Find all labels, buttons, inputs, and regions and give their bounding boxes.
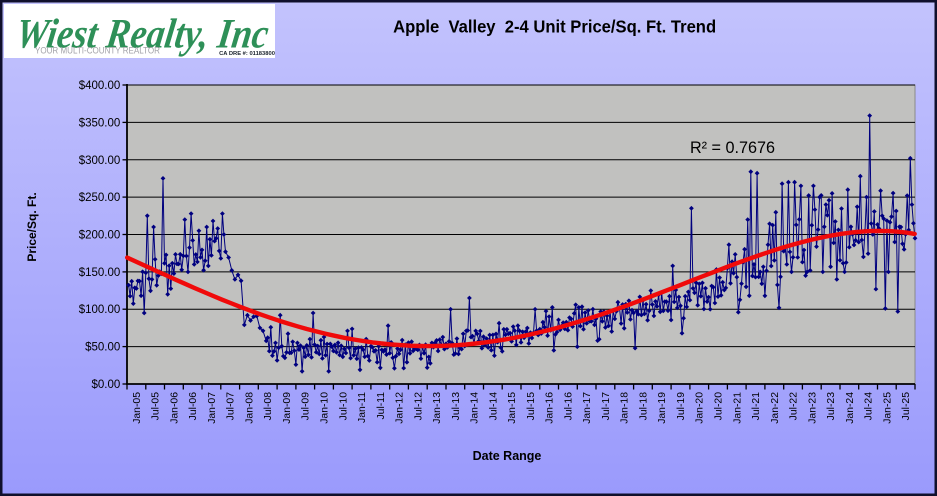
svg-text:$100.00: $100.00	[79, 304, 121, 316]
svg-text:Jan-11: Jan-11	[357, 392, 368, 423]
svg-text:Date Range: Date Range	[473, 449, 542, 463]
svg-text:Jul-12: Jul-12	[413, 392, 424, 421]
svg-text:$200.00: $200.00	[79, 230, 121, 242]
svg-text:$300.00: $300.00	[79, 155, 121, 167]
svg-text:Jul-16: Jul-16	[563, 392, 574, 421]
svg-text:CA DRE #: 01183800: CA DRE #: 01183800	[219, 51, 275, 57]
svg-text:Price/Sq. Ft.: Price/Sq. Ft.	[25, 192, 39, 261]
svg-text:Jan-23: Jan-23	[807, 392, 818, 424]
svg-text:Jul-23: Jul-23	[826, 392, 837, 421]
svg-text:Jan-09: Jan-09	[282, 392, 293, 424]
svg-text:Jul-06: Jul-06	[188, 392, 199, 421]
svg-text:Jan-21: Jan-21	[732, 392, 743, 424]
svg-text:Jul-18: Jul-18	[639, 392, 650, 421]
svg-text:Jan-07: Jan-07	[207, 392, 218, 424]
svg-text:Jul-17: Jul-17	[601, 392, 612, 421]
svg-text:Jan-06: Jan-06	[169, 392, 180, 424]
svg-text:Jan-14: Jan-14	[470, 392, 481, 424]
svg-text:YOUR MULTI-COUNTY REALTOR: YOUR MULTI-COUNTY REALTOR	[35, 46, 160, 56]
svg-text:$50.00: $50.00	[85, 342, 120, 354]
svg-text:Jan-12: Jan-12	[395, 392, 406, 424]
svg-text:R² = 0.7676: R² = 0.7676	[690, 139, 775, 157]
svg-text:Jul-07: Jul-07	[226, 392, 237, 421]
svg-text:Apple Valley 2-4 Unit Price/: Apple Valley 2-4 Unit Price/Sq. Ft. Tren…	[393, 17, 716, 37]
svg-text:Jan-25: Jan-25	[882, 392, 893, 424]
svg-text:Jul-19: Jul-19	[676, 392, 687, 421]
svg-text:Jul-25: Jul-25	[901, 392, 912, 421]
svg-text:Jan-18: Jan-18	[620, 392, 631, 424]
svg-text:Jan-10: Jan-10	[320, 392, 331, 424]
svg-text:$400.00: $400.00	[79, 80, 121, 92]
svg-text:Jan-16: Jan-16	[545, 392, 556, 424]
svg-text:Jan-20: Jan-20	[695, 392, 706, 424]
svg-text:Jul-05: Jul-05	[151, 392, 162, 421]
svg-text:Jul-20: Jul-20	[714, 392, 725, 421]
svg-text:Jan-19: Jan-19	[657, 392, 668, 424]
svg-text:Jul-15: Jul-15	[526, 392, 537, 421]
svg-text:Jul-08: Jul-08	[263, 392, 274, 421]
svg-text:Jul-13: Jul-13	[451, 392, 462, 421]
svg-text:Jul-24: Jul-24	[864, 392, 875, 421]
svg-text:Jul-11: Jul-11	[376, 392, 387, 420]
svg-text:Jul-21: Jul-21	[751, 392, 762, 421]
svg-text:Jan-22: Jan-22	[770, 392, 781, 424]
svg-text:Jan-17: Jan-17	[582, 392, 593, 424]
svg-text:Jan-24: Jan-24	[845, 392, 856, 424]
svg-text:$150.00: $150.00	[79, 267, 121, 279]
svg-text:Jul-22: Jul-22	[789, 392, 800, 421]
svg-text:Jul-10: Jul-10	[338, 392, 349, 421]
svg-text:Jul-14: Jul-14	[488, 392, 499, 421]
svg-text:Jul-09: Jul-09	[301, 392, 312, 421]
svg-text:Jan-15: Jan-15	[507, 392, 518, 424]
svg-text:Wiest Realty, Inc: Wiest Realty, Inc	[13, 11, 272, 58]
svg-text:Jan-05: Jan-05	[132, 392, 143, 424]
svg-text:Jan-13: Jan-13	[432, 392, 443, 424]
svg-text:$250.00: $250.00	[79, 192, 121, 204]
svg-text:$0.00: $0.00	[92, 379, 121, 391]
svg-text:$350.00: $350.00	[79, 117, 121, 129]
svg-text:Jan-08: Jan-08	[245, 392, 256, 424]
